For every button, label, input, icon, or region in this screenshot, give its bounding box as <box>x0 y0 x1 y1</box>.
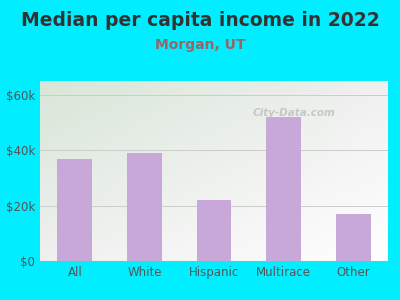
Text: Morgan, UT: Morgan, UT <box>155 38 245 52</box>
Bar <box>127 153 162 261</box>
Bar <box>266 117 301 261</box>
Bar <box>197 200 232 261</box>
Bar <box>58 158 92 261</box>
Text: City-Data.com: City-Data.com <box>253 108 336 118</box>
Text: Median per capita income in 2022: Median per capita income in 2022 <box>21 11 379 29</box>
Bar <box>336 214 371 261</box>
